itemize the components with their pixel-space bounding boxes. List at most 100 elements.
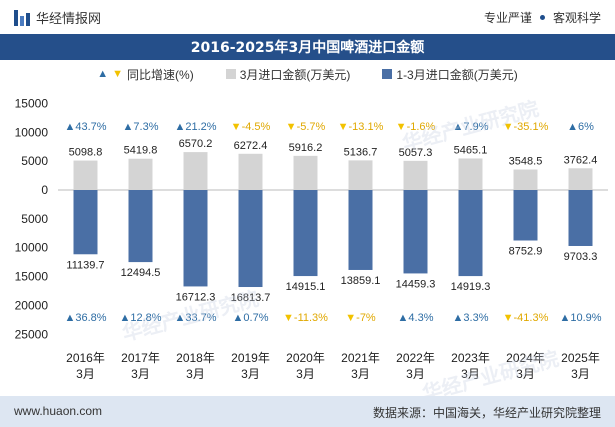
data-label-march: 5098.8 bbox=[69, 147, 103, 159]
growth-label-ytd: ▲4.3% bbox=[398, 312, 434, 324]
data-label-march: 5916.2 bbox=[289, 142, 323, 154]
growth-label-march: ▼-4.5% bbox=[231, 121, 271, 133]
data-label-march: 5057.3 bbox=[399, 147, 433, 159]
data-label-ytd: 11139.7 bbox=[66, 259, 104, 271]
bar-ytd bbox=[293, 190, 318, 277]
site-name: 华经情报网 bbox=[36, 11, 102, 26]
x-tick-label: 3月 bbox=[461, 367, 480, 381]
x-tick-label: 2025年 bbox=[561, 351, 600, 365]
bar-ytd bbox=[73, 190, 98, 255]
data-label-ytd: 14459.3 bbox=[396, 278, 436, 290]
bar-ytd bbox=[513, 190, 538, 241]
bar-ytd bbox=[238, 190, 263, 288]
x-tick-label: 2020年 bbox=[286, 351, 325, 365]
bar-ytd bbox=[183, 190, 208, 287]
growth-label-ytd: ▼-11.3% bbox=[283, 312, 328, 324]
logo-icon bbox=[14, 9, 30, 26]
bar-march bbox=[568, 168, 593, 190]
data-label-march: 5465.1 bbox=[454, 144, 488, 156]
bar-march bbox=[513, 169, 538, 190]
footer-url: www.huaon.com bbox=[14, 404, 103, 418]
bar-march bbox=[293, 155, 318, 190]
growth-label-ytd: ▲3.3% bbox=[453, 312, 489, 324]
legend-swatch-march bbox=[225, 69, 236, 79]
x-tick-label: 3月 bbox=[351, 367, 370, 381]
bar-march bbox=[458, 158, 483, 190]
growth-label-ytd: ▼-7% bbox=[345, 312, 376, 324]
data-label-ytd: 14915.1 bbox=[286, 281, 326, 293]
y-tick-label: 15000 bbox=[15, 96, 49, 110]
top-bar: 华经情报网 专业严谨 客观科学 bbox=[0, 0, 615, 34]
footer: www.huaon.com 数据来源：中国海关，华经产业研究院整理 bbox=[0, 396, 615, 427]
bar-ytd bbox=[348, 190, 373, 270]
x-tick-label: 3月 bbox=[516, 367, 535, 381]
y-tick-label: 25000 bbox=[15, 327, 49, 341]
bar-ytd bbox=[403, 190, 428, 274]
bar-march bbox=[348, 160, 373, 190]
legend-item-march: 3月进口金额(万美元) bbox=[225, 66, 351, 83]
growth-label-march: ▲6% bbox=[567, 121, 594, 133]
x-tick-label: 2019年 bbox=[231, 351, 270, 365]
growth-label-ytd: ▲33.7% bbox=[174, 312, 216, 324]
separator-dot-icon bbox=[539, 15, 545, 20]
bar-march bbox=[73, 160, 98, 190]
chart-title-bar: 2016-2025年3月中国啤酒进口金额 bbox=[0, 34, 615, 60]
growth-label-march: ▲21.2% bbox=[174, 121, 216, 133]
data-label-ytd: 9703.3 bbox=[564, 251, 598, 263]
growth-label-ytd: ▲0.7% bbox=[233, 312, 269, 324]
bar-march bbox=[183, 152, 208, 190]
data-label-ytd: 8752.9 bbox=[509, 246, 543, 258]
x-tick-label: 3月 bbox=[406, 367, 425, 381]
data-label-march: 3762.4 bbox=[564, 154, 598, 166]
x-tick-label: 3月 bbox=[571, 367, 590, 381]
growth-label-march: ▼-5.7% bbox=[286, 121, 326, 133]
y-tick-label: 10000 bbox=[15, 241, 49, 255]
triangle-up-icon: ▲ bbox=[97, 68, 109, 80]
bar-ytd bbox=[128, 190, 153, 263]
x-tick-label: 3月 bbox=[131, 367, 150, 381]
growth-label-march: ▼-1.6% bbox=[396, 121, 436, 133]
growth-label-ytd: ▼-41.3% bbox=[503, 312, 549, 324]
growth-label-ytd: ▲36.8% bbox=[64, 312, 106, 324]
x-tick-label: 2021年 bbox=[341, 351, 380, 365]
data-label-ytd: 12494.5 bbox=[121, 267, 161, 279]
data-label-march: 6570.2 bbox=[179, 138, 213, 150]
x-tick-label: 2016年 bbox=[66, 351, 105, 365]
legend-item-ytd: 1-3月进口金额(万美元) bbox=[382, 66, 518, 83]
legend-label-ytd: 1-3月进口金额(万美元) bbox=[396, 67, 518, 82]
x-tick-label: 3月 bbox=[241, 367, 260, 381]
bar-march bbox=[403, 160, 428, 190]
bar-ytd bbox=[458, 190, 483, 277]
x-tick-label: 2024年 bbox=[506, 351, 545, 365]
data-label-ytd: 13859.1 bbox=[341, 275, 381, 287]
legend-label-march: 3月进口金额(万美元) bbox=[239, 67, 351, 82]
y-tick-label: 0 bbox=[41, 183, 48, 197]
legend-label-growth: 同比增速(%) bbox=[127, 67, 194, 82]
data-label-ytd: 16712.3 bbox=[176, 291, 216, 303]
x-tick-label: 3月 bbox=[296, 367, 315, 381]
data-label-march: 3548.5 bbox=[509, 156, 543, 168]
legend-item-growth: ▲ ▼ 同比增速(%) bbox=[97, 66, 193, 83]
growth-label-march: ▼-35.1% bbox=[503, 121, 549, 133]
y-tick-label: 10000 bbox=[15, 125, 49, 139]
tagline-right: 客观科学 bbox=[552, 11, 601, 25]
y-tick-label: 15000 bbox=[15, 270, 49, 284]
legend-swatch-ytd bbox=[382, 69, 393, 79]
growth-label-ytd: ▲10.9% bbox=[559, 312, 601, 324]
growth-label-ytd: ▲12.8% bbox=[119, 312, 161, 324]
chart-title: 2016-2025年3月中国啤酒进口金额 bbox=[190, 40, 425, 56]
x-tick-label: 3月 bbox=[186, 367, 205, 381]
x-tick-label: 2022年 bbox=[396, 351, 435, 365]
growth-label-march: ▲7.3% bbox=[123, 121, 159, 133]
growth-label-march: ▲43.7% bbox=[64, 121, 106, 133]
growth-label-march: ▲7.9% bbox=[453, 121, 489, 133]
data-label-march: 5419.8 bbox=[124, 145, 158, 157]
growth-label-march: ▼-13.1% bbox=[338, 121, 384, 133]
bar-march bbox=[128, 158, 153, 190]
x-tick-label: 2023年 bbox=[451, 351, 490, 365]
x-tick-label: 3月 bbox=[76, 367, 95, 381]
bar-ytd bbox=[568, 190, 593, 246]
y-tick-label: 5000 bbox=[21, 212, 48, 226]
x-tick-label: 2018年 bbox=[176, 351, 215, 365]
legend: ▲ ▼ 同比增速(%) 3月进口金额(万美元) 1-3月进口金额(万美元) bbox=[0, 64, 615, 84]
